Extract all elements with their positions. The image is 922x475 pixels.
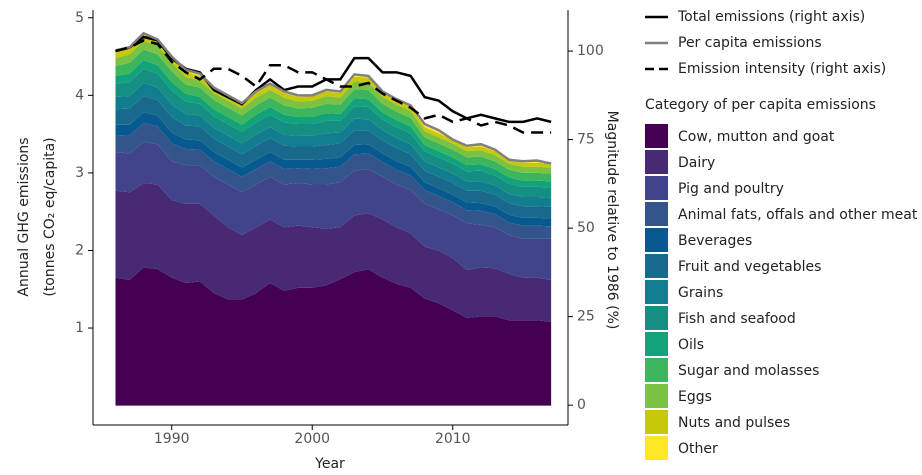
legend-swatch <box>645 150 668 174</box>
legend-label: Fish and seafood <box>678 311 796 327</box>
legend-label: Total emissions (right axis) <box>677 9 865 25</box>
legend-swatch <box>645 410 668 434</box>
legend-swatch <box>645 202 668 226</box>
y2-tick-label: 25 <box>577 309 595 325</box>
legend-label: Oils <box>678 337 704 353</box>
legend-title: Category of per capita emissions <box>645 97 876 113</box>
legend-label: Grains <box>678 285 723 301</box>
y2-tick-label: 50 <box>577 220 595 236</box>
legend-label: Sugar and molasses <box>678 363 819 379</box>
legend-swatch <box>645 436 668 460</box>
legend-label: Pig and poultry <box>678 181 784 197</box>
area <box>115 41 552 174</box>
y-tick-label: 1 <box>75 320 84 336</box>
y2-axis-title: Magnitude relative to 1986 (%) <box>604 111 620 330</box>
y2-tick-label: 75 <box>577 132 595 148</box>
area <box>115 182 552 322</box>
y-axis-title: Annual GHG emissions <box>16 137 32 296</box>
x-tick-label: 1990 <box>154 431 190 447</box>
legend-label: Other <box>678 441 718 457</box>
area <box>115 96 552 219</box>
legend-swatch <box>645 228 668 252</box>
area <box>115 68 552 198</box>
area <box>115 267 552 406</box>
y-tick-label: 5 <box>75 10 84 26</box>
area <box>115 123 552 239</box>
legend-swatch <box>645 254 668 278</box>
area <box>115 49 552 182</box>
legend-swatch <box>645 176 668 200</box>
y2-tick-label: 100 <box>577 43 604 59</box>
y-tick-label: 4 <box>75 87 84 103</box>
legend-swatch <box>645 332 668 356</box>
area <box>115 60 552 188</box>
legend-swatch <box>645 306 668 330</box>
legend-swatch <box>645 280 668 304</box>
area <box>115 141 552 280</box>
area <box>115 112 552 227</box>
x-tick-label: 2010 <box>435 431 471 447</box>
area <box>115 82 552 208</box>
legend-swatch <box>645 384 668 408</box>
legend-swatch <box>645 124 668 148</box>
line <box>115 31 552 165</box>
legend-swatch <box>645 358 668 382</box>
legend-label: Emission intensity (right axis) <box>678 61 886 77</box>
y-axis-title: (tonnes CO₂ eq/capita) <box>42 137 58 296</box>
legend-label: Dairy <box>678 155 715 171</box>
legend-label: Per capita emissions <box>678 35 822 51</box>
line <box>115 39 552 134</box>
y2-tick-label: 0 <box>577 397 586 413</box>
x-axis-title: Year <box>314 456 345 472</box>
y-tick-label: 2 <box>75 242 84 258</box>
x-tick-label: 2000 <box>294 431 330 447</box>
legend-label: Animal fats, offals and other meat <box>678 207 918 223</box>
legend-label: Cow, mutton and goat <box>678 129 835 145</box>
legend-label: Fruit and vegetables <box>678 259 821 275</box>
legend-label: Nuts and pulses <box>678 415 790 431</box>
y-tick-label: 3 <box>75 165 84 181</box>
legend-label: Beverages <box>678 233 752 249</box>
legend-label: Eggs <box>678 389 712 405</box>
